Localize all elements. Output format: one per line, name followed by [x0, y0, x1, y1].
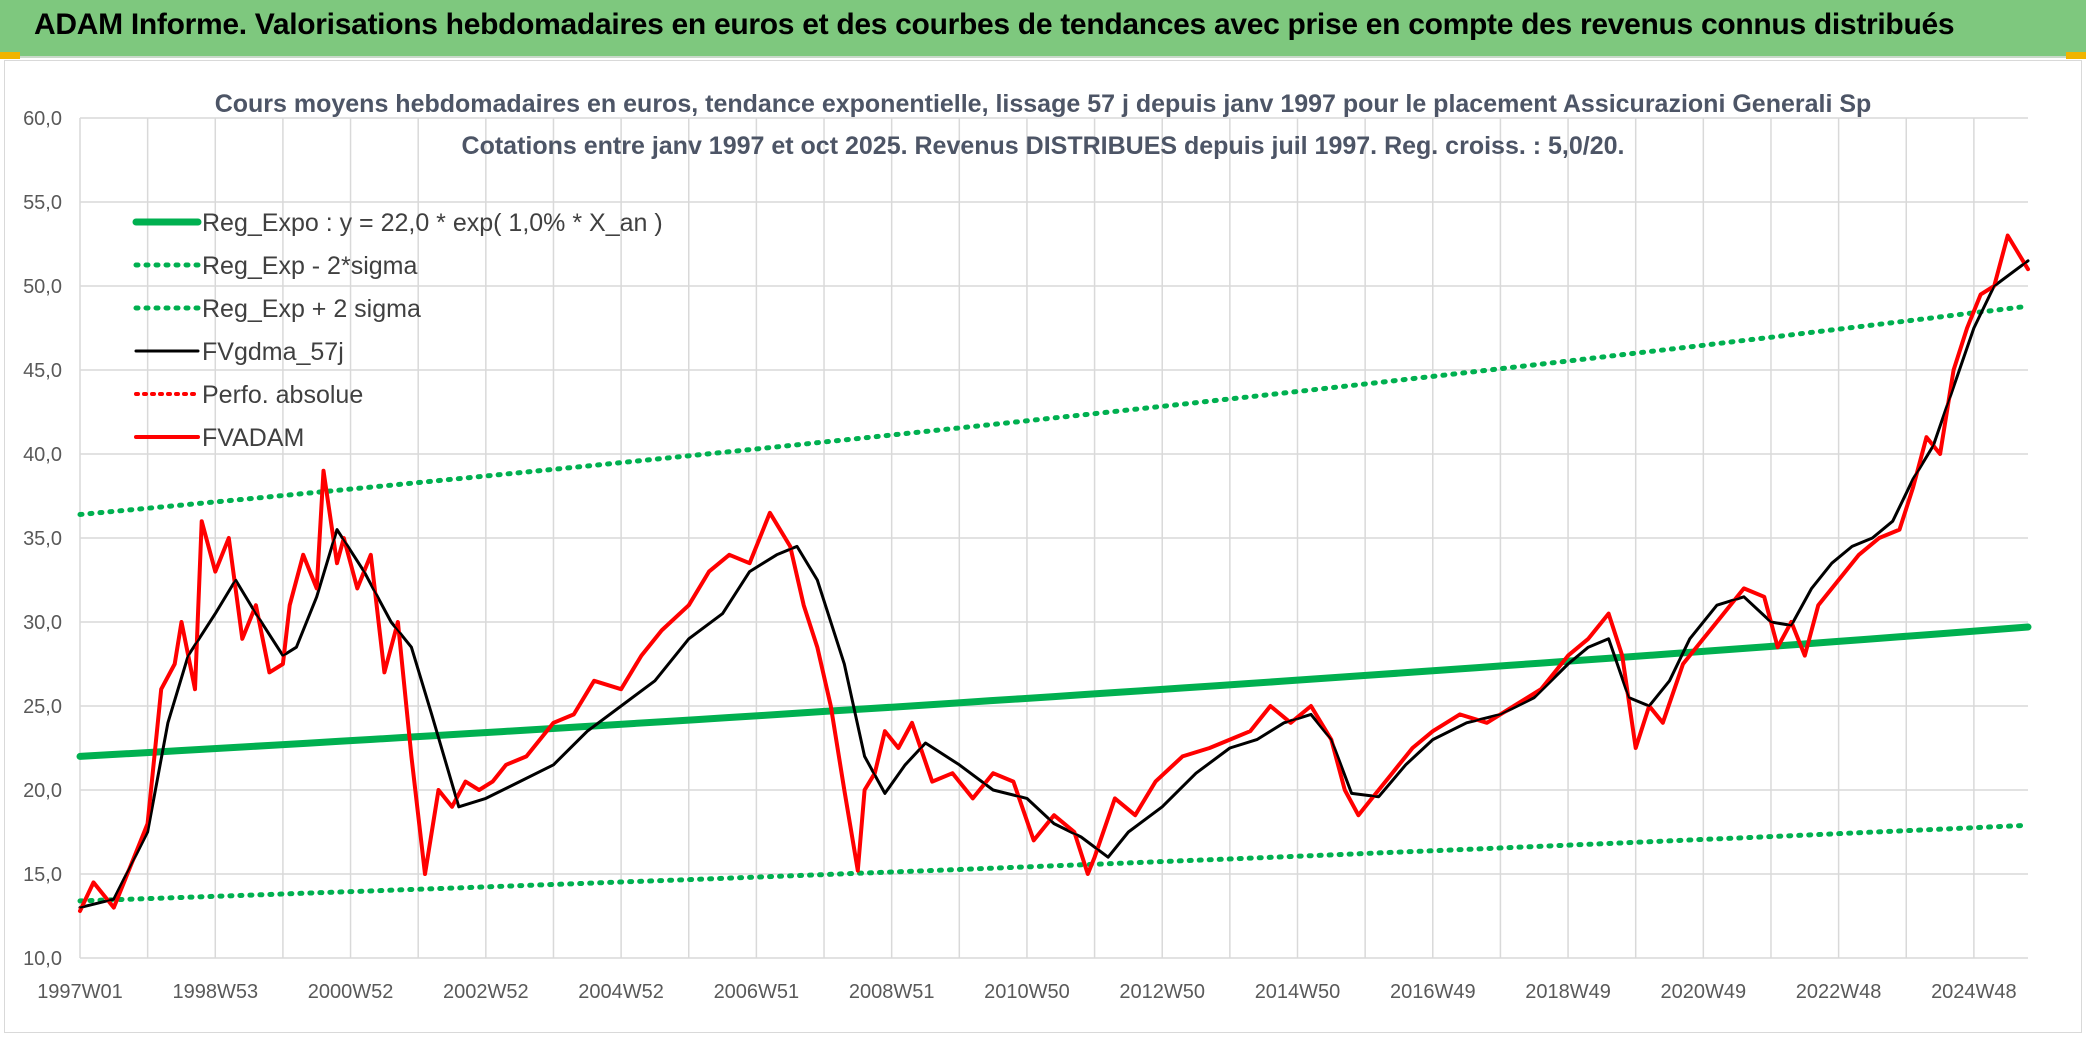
y-tick-label: 15,0: [23, 864, 62, 886]
axes: 10,0 15,0 20,0 25,0 30,0 35,0 40,0 45,0 50,0 55,0…: [23, 108, 2017, 1003]
x-tick-label: 2006W51: [714, 981, 800, 1003]
chart-subtitle: Cotations entre janv 1997 et oct 2025. R…: [462, 132, 1625, 160]
x-tick-label: 2012W50: [1119, 981, 1205, 1003]
corner-marker-right: [2066, 52, 2086, 59]
report-banner: ADAM Informe. Valorisations hebdomadaire…: [0, 0, 2086, 58]
x-tick-label: 2000W52: [308, 981, 394, 1003]
legend-label: FVADAM: [202, 424, 304, 452]
x-tick-label: 2016W49: [1390, 981, 1476, 1003]
y-tick-label: 20,0: [23, 780, 62, 802]
y-tick-label: 50,0: [23, 276, 62, 298]
y-tick-label: 25,0: [23, 696, 62, 718]
y-tick-label: 60,0: [23, 108, 62, 130]
series-line-0: [76, 623, 2032, 760]
x-tick-label: 2008W51: [849, 981, 935, 1003]
series-layer: [76, 233, 2032, 913]
y-tick-label: 55,0: [23, 192, 62, 214]
legend-label: Perfo. absolue: [202, 381, 363, 409]
legend-label: Reg_Exp + 2 sigma: [202, 295, 421, 323]
x-tick-label: 1997W01: [37, 981, 123, 1003]
x-tick-label: 2010W50: [984, 981, 1070, 1003]
y-tick-label: 10,0: [23, 948, 62, 970]
legend: Reg_Expo : y = 22,0 * exp( 1,0% * X_an )…: [132, 209, 663, 452]
y-tick-label: 30,0: [23, 612, 62, 634]
report-title: ADAM Informe. Valorisations hebdomadaire…: [34, 8, 1955, 41]
x-tick-label: 2022W48: [1796, 981, 1882, 1003]
x-tick-label: 2018W49: [1525, 981, 1611, 1003]
y-tick-label: 40,0: [23, 444, 62, 466]
x-tick-label: 2004W52: [578, 981, 664, 1003]
chart-grid: [79, 117, 2028, 959]
x-tick-label: 2014W50: [1255, 981, 1341, 1003]
x-tick-label: 2020W49: [1661, 981, 1747, 1003]
corner-marker-left: [0, 52, 20, 59]
legend-label: FVgdma_57j: [202, 338, 344, 366]
legend-label: Reg_Exp - 2*sigma: [202, 252, 417, 280]
x-tick-label: 1998W53: [172, 981, 258, 1003]
series-line-smooth-overlay: [79, 259, 2029, 909]
legend-label: Reg_Expo : y = 22,0 * exp( 1,0% * X_an ): [202, 209, 663, 237]
y-tick-label: 45,0: [23, 360, 62, 382]
x-tick-label: 2002W52: [443, 981, 529, 1003]
series-line-2: [77, 303, 2031, 517]
series-line-5: [78, 233, 2030, 913]
x-tick-label: 2024W48: [1931, 981, 2017, 1003]
chart-title: Cours moyens hebdomadaires en euros, ten…: [215, 90, 1872, 118]
y-tick-label: 35,0: [23, 528, 62, 550]
series-line-1: [77, 822, 2031, 904]
